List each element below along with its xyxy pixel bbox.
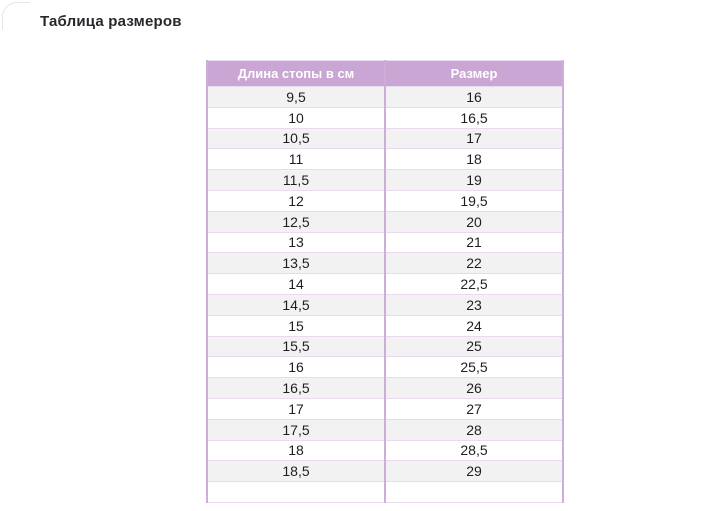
cell-foot-length: 11 xyxy=(206,148,385,171)
table-row: 11 18 xyxy=(206,148,564,171)
table-cell-empty xyxy=(384,481,564,503)
cell-foot-length: 16 xyxy=(206,356,385,379)
cell-size: 26 xyxy=(384,377,564,399)
cell-size: 29 xyxy=(384,460,564,483)
cell-size: 22,5 xyxy=(384,273,564,295)
cell-size: 16,5 xyxy=(384,107,564,129)
cell-foot-length: 17,5 xyxy=(206,419,385,441)
cell-size: 23 xyxy=(384,294,564,316)
cell-size: 19 xyxy=(384,169,564,191)
column-header-size: Размер xyxy=(384,60,564,87)
cell-foot-length: 13 xyxy=(206,232,385,254)
cell-foot-length: 14 xyxy=(206,273,385,295)
card-corner xyxy=(2,2,30,30)
cell-size: 25,5 xyxy=(384,356,564,379)
cell-foot-length: 12,5 xyxy=(206,211,385,233)
table-cell-empty xyxy=(206,481,385,503)
table-row: 13,5 22 xyxy=(206,252,564,275)
cell-foot-length: 15,5 xyxy=(206,336,385,358)
cell-size: 24 xyxy=(384,315,564,337)
table-row: 10 16,5 xyxy=(206,107,564,129)
table-row: 14 22,5 xyxy=(206,273,564,295)
cell-foot-length: 16,5 xyxy=(206,377,385,399)
size-table-body: 9,5 16 10 16,5 10,5 17 11 18 11,5 19 12 19,5 12,5 20 1… xyxy=(206,86,564,503)
cell-size: 28,5 xyxy=(384,440,564,462)
table-row: 15,5 25 xyxy=(206,336,564,358)
table-row: 17,5 28 xyxy=(206,419,564,441)
column-header-foot-length: Длина стопы в см xyxy=(206,60,385,87)
cell-foot-length: 13,5 xyxy=(206,252,385,275)
cell-foot-length: 12 xyxy=(206,190,385,212)
cell-foot-length: 18 xyxy=(206,440,385,462)
cell-foot-length: 18,5 xyxy=(206,460,385,483)
size-table: Длина стопы в см Размер 9,5 16 10 16,5 10,5 1… xyxy=(206,60,564,503)
cell-foot-length: 14,5 xyxy=(206,294,385,316)
table-row: 12,5 20 xyxy=(206,211,564,233)
table-row: 16,5 26 xyxy=(206,377,564,399)
table-row: 12 19,5 xyxy=(206,190,564,212)
table-row: 18,5 29 xyxy=(206,460,564,483)
table-row: 15 24 xyxy=(206,315,564,337)
cell-size: 19,5 xyxy=(384,190,564,212)
table-row-partial xyxy=(206,481,564,503)
cell-size: 17 xyxy=(384,128,564,150)
cell-size: 27 xyxy=(384,398,564,420)
table-row: 17 27 xyxy=(206,398,564,420)
cell-size: 20 xyxy=(384,211,564,233)
table-row: 16 25,5 xyxy=(206,356,564,379)
table-row: 13 21 xyxy=(206,232,564,254)
size-table-header: Длина стопы в см Размер xyxy=(206,60,564,87)
cell-foot-length: 9,5 xyxy=(206,86,385,108)
cell-foot-length: 17 xyxy=(206,398,385,420)
cell-size: 22 xyxy=(384,252,564,275)
cell-size: 18 xyxy=(384,148,564,171)
table-row: 10,5 17 xyxy=(206,128,564,150)
cell-size: 25 xyxy=(384,336,564,358)
cell-size: 16 xyxy=(384,86,564,108)
cell-foot-length: 15 xyxy=(206,315,385,337)
table-row: 11,5 19 xyxy=(206,169,564,191)
table-row: 9,5 16 xyxy=(206,86,564,108)
cell-size: 21 xyxy=(384,232,564,254)
table-row: 18 28,5 xyxy=(206,440,564,462)
cell-foot-length: 10 xyxy=(206,107,385,129)
cell-size: 28 xyxy=(384,419,564,441)
table-row: 14,5 23 xyxy=(206,294,564,316)
page-title: Таблица размеров xyxy=(40,13,182,30)
cell-foot-length: 11,5 xyxy=(206,169,385,191)
header-row: Длина стопы в см Размер xyxy=(206,60,564,87)
cell-foot-length: 10,5 xyxy=(206,128,385,150)
